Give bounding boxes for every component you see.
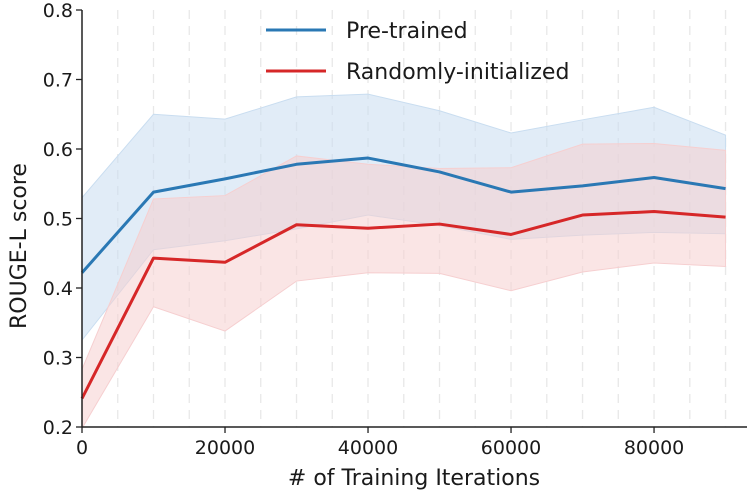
- y-tick-label: 0.4: [43, 278, 73, 300]
- x-tick-label: 80000: [624, 437, 684, 459]
- y-tick-label: 0.2: [43, 417, 73, 439]
- confidence-bands: [81, 93, 727, 431]
- legend: Pre-trained Randomly-initialized: [266, 19, 569, 85]
- band-series-1: [81, 142, 727, 431]
- y-tick-label: 0.5: [43, 209, 73, 231]
- y-axis-title: ROUGE-L score: [7, 163, 32, 329]
- line-series-1: [80, 210, 726, 400]
- series-lines: [80, 156, 726, 400]
- legend-label-0: Pre-trained: [346, 19, 468, 44]
- y-tick-label: 0.3: [43, 348, 73, 370]
- x-tick-label: 60000: [481, 437, 541, 459]
- tick-labels: 0 20000 40000 60000 80000 0.2 0.3 0.4 0.5 0.6 0.7 0…: [43, 0, 684, 459]
- x-tick-label: 40000: [338, 437, 398, 459]
- line-series-0: [80, 156, 726, 274]
- x-tick-label: 0: [76, 437, 88, 459]
- legend-label-1: Randomly-initialized: [346, 60, 569, 85]
- y-tick-label: 0.7: [43, 70, 73, 92]
- axes: [76, 9, 747, 433]
- y-tick-label: 0.8: [43, 0, 73, 22]
- x-tick-label: 20000: [195, 437, 255, 459]
- y-tick-label: 0.6: [43, 139, 73, 161]
- x-axis-title: # of Training Iterations: [288, 466, 540, 491]
